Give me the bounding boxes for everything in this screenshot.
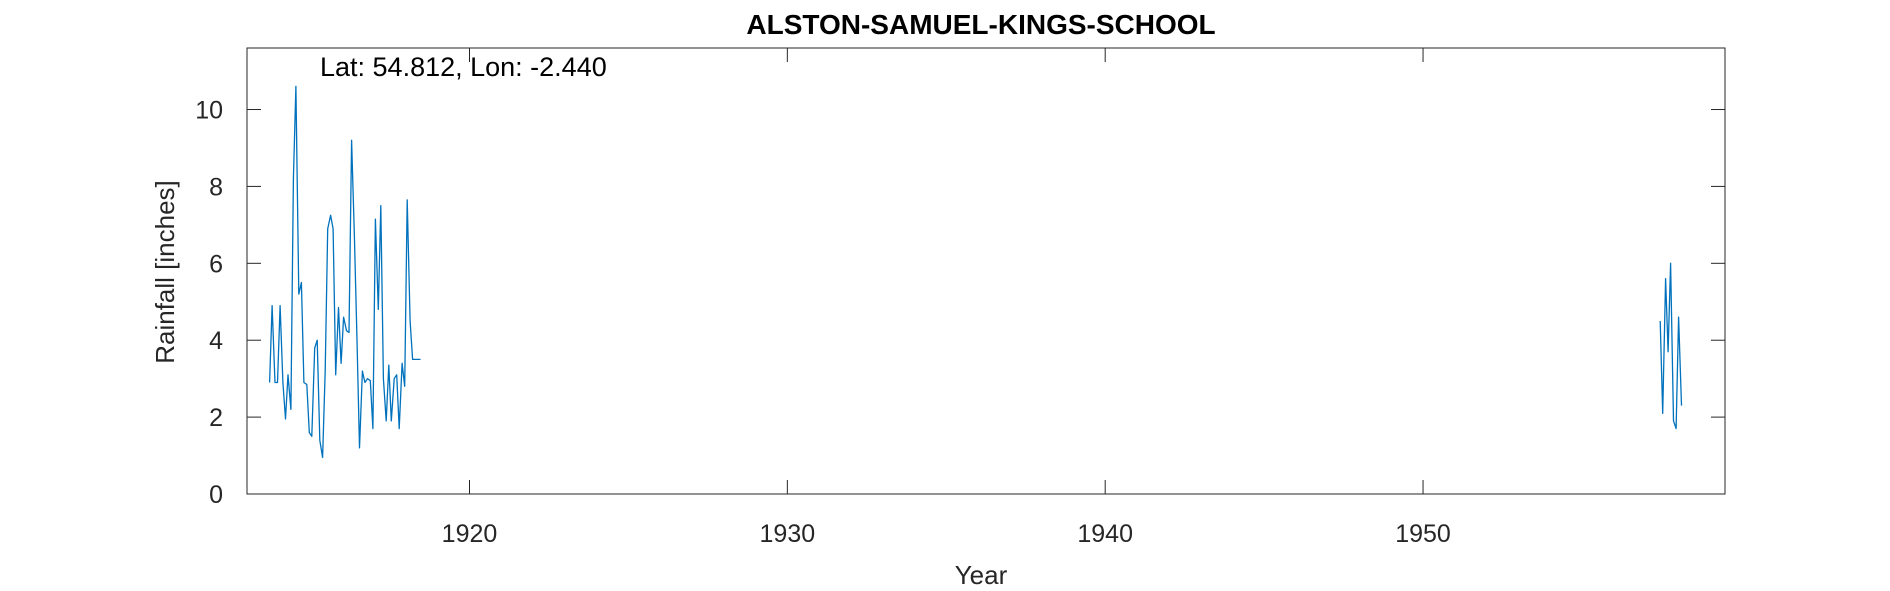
x-tick-label: 1920 — [442, 520, 498, 548]
rainfall-series-line — [268, 85, 421, 459]
x-tick-label: 1940 — [1077, 520, 1133, 548]
x-axis-label: Year — [955, 560, 1008, 590]
y-tick-label: 4 — [209, 327, 223, 355]
location-annotation: Lat: 54.812, Lon: -2.440 — [320, 52, 607, 82]
x-tick-label: 1930 — [760, 520, 816, 548]
chart-title: ALSTON-SAMUEL-KINGS-SCHOOL — [746, 9, 1215, 40]
rainfall-series-line — [1659, 262, 1683, 430]
x-tick-label: 1950 — [1395, 520, 1451, 548]
series-layer — [268, 85, 1683, 459]
y-tick-label: 8 — [209, 173, 223, 201]
y-tick-label: 10 — [195, 97, 223, 125]
y-tick-label: 6 — [209, 250, 223, 278]
plot-border — [246, 47, 1726, 495]
y-tick-label: 0 — [209, 481, 223, 509]
plot-area — [246, 47, 1726, 495]
y-axis-label: Rainfall [inches] — [150, 180, 180, 364]
axis-ticks: 1920 1930 1940 1950 0 2 4 6 8 10 — [195, 48, 1725, 548]
y-tick-label: 2 — [209, 404, 223, 432]
